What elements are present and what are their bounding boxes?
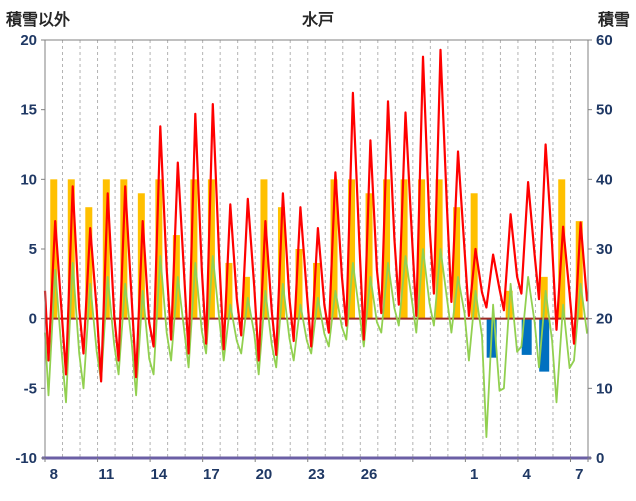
- x-axis-day-label: 20: [256, 466, 273, 483]
- right-axis-tick-label: 0: [596, 450, 604, 467]
- orange-bars: [207, 179, 215, 319]
- x-axis-day-label: 7: [575, 466, 583, 483]
- left-axis-tick-label: 15: [20, 102, 37, 119]
- x-axis-day-label: 17: [203, 466, 220, 483]
- orange-bars: [435, 179, 443, 319]
- orange-bars: [575, 221, 583, 319]
- orange-bars: [313, 262, 320, 319]
- red-line: [43, 48, 589, 383]
- x-axis-day-label: 23: [308, 466, 325, 483]
- x-axis-day-label: 26: [361, 466, 378, 483]
- right-axis-tick-label: 10: [596, 380, 613, 397]
- right-axis-tick-label: 50: [596, 102, 613, 119]
- blue-bars: [539, 318, 550, 372]
- right-axis-tick-label: 20: [596, 311, 613, 328]
- right-axis-tick-label: 60: [596, 32, 613, 49]
- left-axis-tick-label: 0: [29, 311, 37, 328]
- orange-bars: [155, 179, 163, 319]
- orange-bars: [418, 179, 426, 319]
- orange-bars: [330, 179, 338, 319]
- orange-bars: [348, 179, 356, 319]
- orange-bars: [365, 193, 373, 319]
- left-axis-title: 積雪以外: [6, 12, 71, 29]
- left-axis-tick-label: 5: [29, 241, 37, 258]
- x-axis-day-label: 11: [98, 466, 114, 483]
- orange-bars: [172, 235, 180, 319]
- x-axis-day-label: 8: [50, 466, 58, 483]
- orange-bars: [453, 207, 461, 319]
- x-axis-day-label: 14: [151, 466, 168, 483]
- orange-bars: [242, 276, 250, 319]
- right-axis-tick-label: 40: [596, 171, 613, 188]
- right-axis-title: 積雪: [597, 12, 630, 29]
- blue-bars: [521, 318, 532, 355]
- left-axis-tick-label: -10: [15, 450, 37, 467]
- orange-bars: [190, 179, 198, 319]
- orange-bars: [295, 249, 303, 319]
- orange-bars: [277, 207, 285, 319]
- x-axis-day-label: 4: [523, 466, 532, 483]
- right-axis-tick-label: 30: [596, 241, 613, 258]
- orange-bars: [400, 179, 408, 319]
- x-axis-day-label: 1: [470, 466, 478, 483]
- orange-bars: [225, 262, 233, 319]
- left-axis-tick-label: 10: [20, 171, 37, 188]
- left-axis-tick-label: 20: [20, 32, 37, 49]
- left-axis-tick-label: -5: [24, 380, 37, 397]
- green-line: [44, 248, 588, 439]
- orange-bars: [383, 179, 391, 319]
